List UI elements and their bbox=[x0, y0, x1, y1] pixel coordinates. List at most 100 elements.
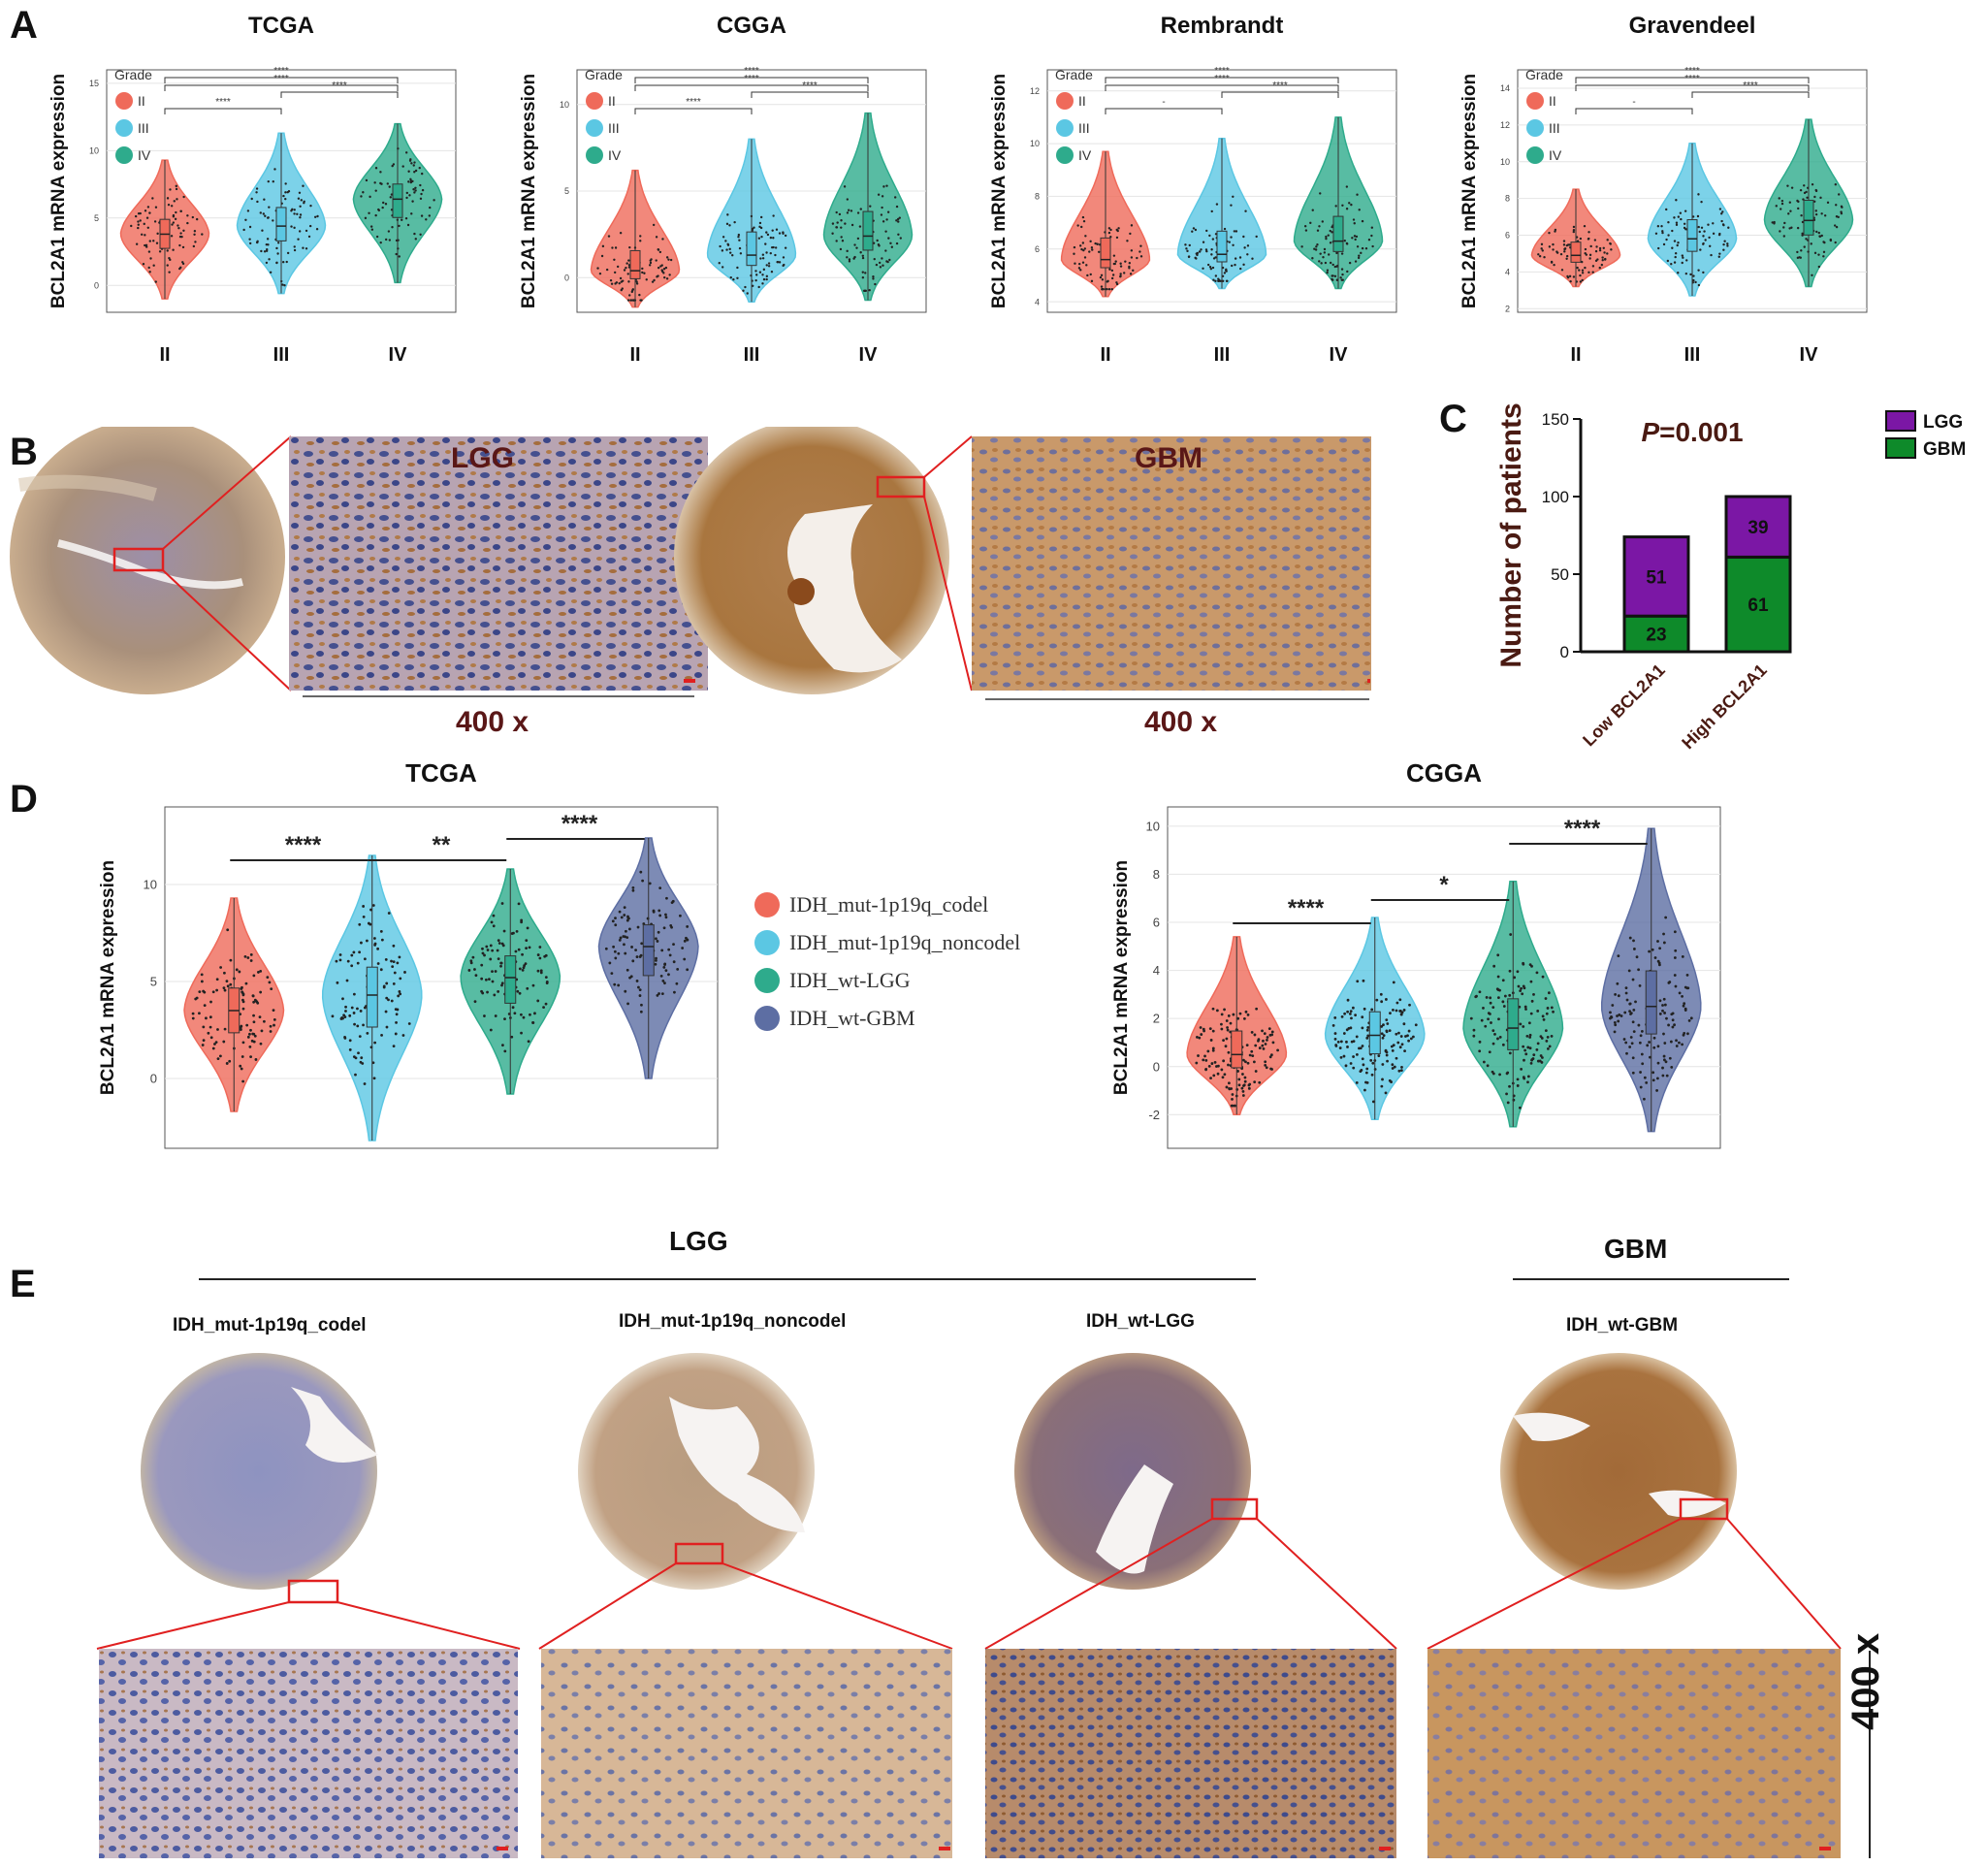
data-point bbox=[1398, 1046, 1402, 1049]
data-point bbox=[1805, 190, 1808, 194]
significance-bracket bbox=[1105, 77, 1339, 83]
data-point bbox=[609, 278, 613, 282]
data-point bbox=[1375, 998, 1379, 1002]
data-point bbox=[1708, 236, 1711, 240]
data-point bbox=[219, 966, 223, 969]
data-point bbox=[1356, 245, 1360, 248]
data-point bbox=[1335, 265, 1338, 268]
data-point bbox=[481, 951, 485, 955]
data-point bbox=[414, 189, 417, 192]
data-point bbox=[244, 981, 248, 985]
data-point bbox=[1673, 1023, 1676, 1027]
data-point bbox=[481, 947, 484, 950]
data-point bbox=[525, 939, 529, 943]
data-point bbox=[1801, 234, 1804, 237]
data-point bbox=[1073, 252, 1075, 255]
data-point bbox=[1656, 1045, 1660, 1048]
data-point bbox=[218, 1054, 222, 1058]
data-point bbox=[1119, 273, 1122, 275]
data-point bbox=[208, 1015, 212, 1019]
data-point bbox=[1225, 270, 1228, 273]
data-point bbox=[615, 281, 619, 284]
data-point bbox=[836, 221, 839, 224]
box-iv bbox=[392, 183, 403, 218]
data-point bbox=[628, 294, 631, 297]
data-point bbox=[1081, 261, 1085, 264]
data-point bbox=[1232, 1013, 1235, 1016]
data-point bbox=[1327, 234, 1330, 237]
data-point bbox=[721, 249, 724, 252]
data-point bbox=[1501, 1000, 1505, 1004]
data-point bbox=[1656, 940, 1659, 943]
data-point bbox=[531, 983, 535, 987]
data-point bbox=[1628, 936, 1632, 940]
data-point bbox=[260, 1029, 264, 1033]
box-idh-mut-1p19q-noncodel bbox=[1368, 1011, 1381, 1055]
data-point bbox=[257, 971, 260, 974]
data-point bbox=[625, 266, 627, 270]
data-point bbox=[1516, 1084, 1520, 1087]
data-point bbox=[1674, 949, 1678, 952]
data-point bbox=[616, 265, 620, 269]
data-point bbox=[376, 947, 379, 950]
data-point bbox=[520, 918, 524, 922]
data-point bbox=[840, 226, 843, 229]
data-point bbox=[1402, 1022, 1406, 1026]
data-point bbox=[759, 257, 762, 260]
data-point bbox=[1528, 1036, 1532, 1039]
data-point bbox=[293, 209, 296, 211]
data-point bbox=[398, 255, 401, 258]
data-point bbox=[1681, 954, 1684, 958]
y-tick-label: 0 bbox=[94, 280, 99, 290]
data-point bbox=[1635, 955, 1639, 959]
data-point bbox=[1683, 1002, 1686, 1006]
data-point bbox=[1371, 1100, 1375, 1104]
data-point bbox=[1496, 1037, 1499, 1041]
data-point bbox=[1536, 1042, 1540, 1046]
data-point bbox=[384, 203, 388, 206]
data-point bbox=[1550, 261, 1554, 264]
data-point bbox=[1544, 1029, 1548, 1033]
data-point bbox=[667, 973, 670, 977]
data-point bbox=[765, 231, 768, 234]
chart-title: Rembrandt bbox=[1161, 13, 1284, 39]
data-point bbox=[846, 256, 849, 259]
y-tick-label: 6 bbox=[1035, 244, 1040, 254]
data-point bbox=[1797, 207, 1800, 210]
data-point bbox=[1475, 994, 1478, 998]
data-point bbox=[1333, 1032, 1337, 1035]
data-point bbox=[638, 293, 641, 297]
data-point bbox=[283, 284, 286, 287]
data-point bbox=[859, 208, 862, 210]
data-point bbox=[418, 166, 421, 170]
data-point bbox=[1835, 204, 1838, 207]
data-point bbox=[1544, 997, 1548, 1000]
y-tick-label: 0 bbox=[1153, 1059, 1160, 1074]
significance-label: ** bbox=[433, 832, 451, 858]
data-point bbox=[1229, 1021, 1233, 1025]
legend-label-iii: III bbox=[138, 120, 149, 136]
data-point bbox=[1799, 256, 1802, 259]
data-point bbox=[285, 260, 288, 264]
data-point bbox=[385, 996, 389, 1000]
y-tick-label: 8 bbox=[1505, 194, 1510, 204]
data-point bbox=[645, 278, 648, 281]
data-point bbox=[1587, 271, 1590, 274]
data-point bbox=[1803, 184, 1806, 187]
data-point bbox=[877, 242, 881, 246]
data-point bbox=[1822, 250, 1826, 254]
data-point bbox=[1637, 968, 1641, 972]
data-point bbox=[1813, 200, 1816, 204]
data-point bbox=[1365, 1067, 1369, 1071]
data-point bbox=[619, 276, 623, 280]
data-point bbox=[181, 261, 184, 264]
data-point bbox=[1325, 235, 1328, 239]
data-point bbox=[1663, 1042, 1667, 1045]
data-point bbox=[1268, 1055, 1272, 1059]
data-point bbox=[1617, 994, 1620, 998]
p-value: =0.001 bbox=[1659, 417, 1743, 447]
data-point bbox=[1778, 197, 1780, 200]
data-point bbox=[634, 949, 637, 952]
data-point bbox=[897, 220, 900, 223]
